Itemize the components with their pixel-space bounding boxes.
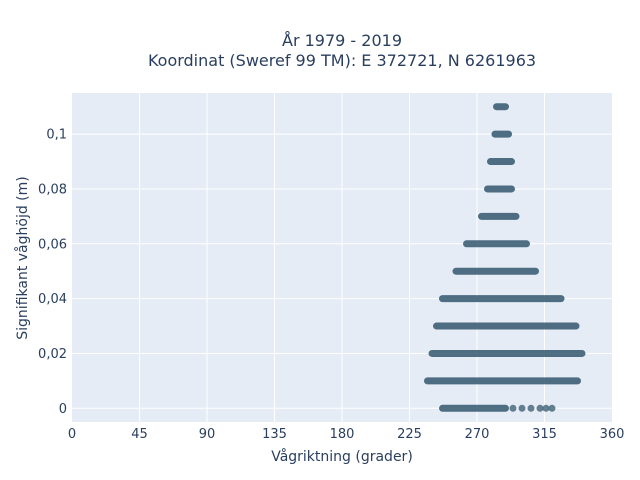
y-axis-title: Signifikant våghöjd (m)	[14, 176, 31, 339]
y-tick-label: 0,06	[38, 237, 67, 252]
x-tick-label: 0	[68, 427, 76, 442]
data-point	[542, 404, 550, 412]
chart-title: År 1979 - 2019	[282, 31, 402, 50]
data-point	[509, 404, 517, 412]
chart-subtitle: Koordinat (Sweref 99 TM): E 372721, N 62…	[148, 51, 536, 70]
data-point	[536, 404, 544, 412]
y-tick-label: 0,1	[46, 128, 67, 143]
x-axis-title: Vågriktning (grader)	[271, 448, 413, 465]
x-tick-label: 225	[397, 427, 422, 442]
y-tick-label: 0	[59, 402, 67, 417]
data-point	[548, 404, 556, 412]
y-tick-label: 0,04	[38, 292, 67, 307]
x-tick-label: 180	[330, 427, 355, 442]
x-tick-label: 45	[131, 427, 148, 442]
x-tick-label: 90	[199, 427, 216, 442]
y-tick-label: 0,08	[38, 182, 67, 197]
x-gridlines	[139, 93, 545, 422]
data-points	[424, 103, 586, 412]
y-tick-label: 0,02	[38, 347, 67, 362]
x-tick-label: 270	[465, 427, 490, 442]
x-tick-label: 315	[532, 427, 557, 442]
y-tick-labels: 0 0,02 0,04 0,06 0,08 0,1	[38, 128, 67, 417]
x-tick-label: 135	[262, 427, 287, 442]
data-point	[527, 404, 535, 412]
x-tick-labels: 0 45 90 135 180 225 270 315 360	[68, 427, 625, 442]
data-point	[518, 404, 526, 412]
x-tick-label: 360	[600, 427, 625, 442]
